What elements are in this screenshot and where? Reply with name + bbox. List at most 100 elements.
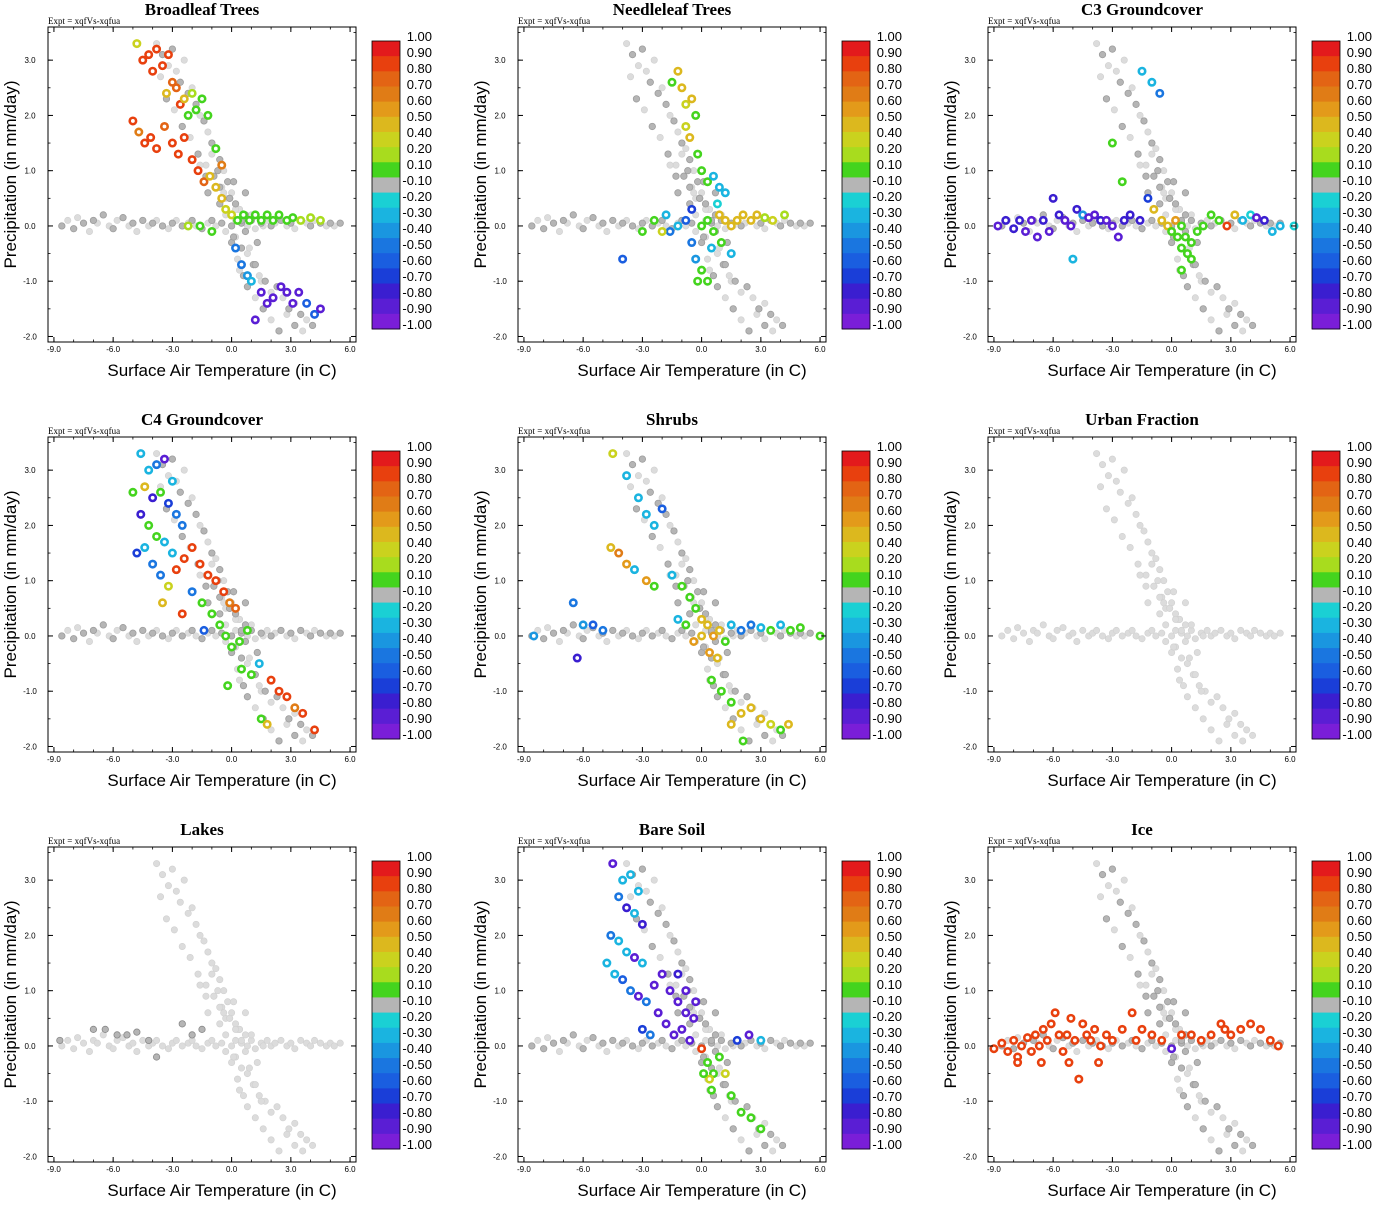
data-point-background [1079,626,1087,634]
data-point-neutral [291,731,299,740]
data-point [1072,204,1082,214]
data-point-background [1176,1086,1184,1094]
data-point-background [1110,926,1118,934]
data-point-neutral [727,629,735,637]
data-point-neutral [1199,305,1207,313]
colorbar-label: 0.90 [1347,45,1372,60]
data-point-background [721,1045,729,1053]
data-point-neutral [198,635,206,643]
data-point-neutral [89,216,98,225]
data-point-background [164,472,172,480]
data-point-neutral [619,629,627,637]
data-point-neutral [208,216,216,225]
data-point-background [311,626,319,634]
data-point-background [1181,637,1189,645]
data-point-neutral [678,549,686,557]
data-point [752,210,762,220]
data-point [276,282,286,292]
data-point-background [159,1042,167,1050]
data-point-background [642,477,650,485]
colorbar-label: -0.90 [872,711,902,726]
data-point [1064,1058,1074,1068]
expt-label: Expt = xqfVs-xqfua [988,426,1060,436]
colorbar-segment [372,648,400,664]
colorbar-segment [372,632,400,649]
data-point-neutral [1164,998,1172,1006]
colorbar-label: 0.70 [1347,77,1372,92]
data-point-neutral [806,629,814,637]
data-point-background [214,987,222,995]
colorbar-label: 0.60 [1347,913,1372,928]
data-point-background [277,1036,285,1044]
data-point [703,177,713,187]
data-point-neutral [737,1042,745,1050]
colorbar-segment [842,1058,870,1074]
data-point-background [1203,216,1211,224]
data-point-neutral [638,1039,646,1047]
x-tick-label: -9.0 [987,755,1001,764]
data-point-background [692,211,700,219]
data-point [736,1107,746,1117]
data-point-neutral [711,1009,720,1017]
data-point-background [1160,599,1168,607]
data-point-background [85,637,93,645]
data-point-background [1138,635,1146,643]
expt-label: Expt = xqfVs-xqfua [988,836,1060,846]
colorbar-label: 0.50 [1347,519,1372,534]
colorbar-segment [842,481,870,497]
data-point-background [1136,981,1144,989]
data-point-neutral [1201,277,1209,285]
data-point-neutral [200,527,208,535]
data-point-background [737,1136,745,1144]
data-point [657,226,667,236]
data-point [667,77,677,87]
y-tick-label: 0.0 [24,632,36,641]
data-point-neutral [579,225,587,233]
data-point-background [1097,893,1105,901]
data-point-background [634,62,642,70]
data-point-background [178,942,186,950]
data-point-background [1010,635,1018,643]
x-tick-label: 6.0 [345,755,357,764]
data-point [1070,1035,1080,1045]
data-point-background [297,1130,305,1138]
y-tick-label: 2.0 [24,521,36,530]
data-point-neutral [178,122,186,131]
data-point-neutral [729,305,737,313]
colorbar-segment [842,41,870,57]
x-tick-label: 6.0 [345,1165,357,1174]
x-tick-label: 0.0 [1166,755,1178,764]
data-point-neutral [1102,915,1111,923]
data-point-background [662,632,670,640]
data-point-neutral [1108,45,1116,53]
colorbar-label: 0.40 [877,125,902,140]
chart-title: Needleleaf Trees [613,0,732,19]
data-point [1060,215,1070,225]
colorbar-segment [1312,1103,1340,1120]
data-point [1222,221,1232,231]
data-point-background [1152,632,1160,640]
data-point-background [85,1047,93,1055]
data-point-neutral [188,626,196,635]
colorbar-segment [372,86,400,103]
x-tick-label: -9.0 [517,755,531,764]
data-point-background [998,632,1006,640]
data-point [697,265,707,275]
data-point [703,215,713,225]
data-point [708,631,718,641]
data-point-background [1181,621,1189,629]
data-point-background [297,1036,305,1044]
data-point-background [761,225,769,233]
data-point-background [251,1114,259,1122]
data-point [677,83,687,93]
data-point-neutral [58,632,66,640]
data-point [795,623,805,633]
data-point [691,110,701,120]
data-point-neutral [761,321,769,330]
data-point-neutral [1256,1039,1265,1047]
data-point [637,919,647,929]
data-point-neutral [674,1009,682,1017]
data-point [1046,1019,1056,1029]
colorbar-label: -0.10 [402,173,432,188]
data-point-background [583,1036,591,1044]
